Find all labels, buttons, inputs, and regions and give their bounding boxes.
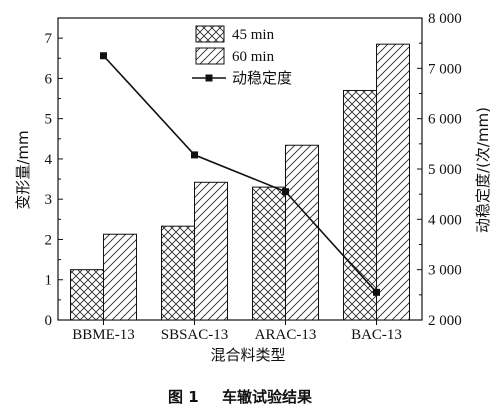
x-axis-title: 混合料类型 <box>210 346 285 364</box>
x-axis-ticks: BBME-13 SBSAC-13 ARAC-13 BAC-13 <box>72 320 402 343</box>
legend: 45 min 60 min 动稳定度 <box>192 25 292 87</box>
y2-tick-label: 5 000 <box>428 162 462 178</box>
caption-text: 车辙试验结果 <box>222 388 313 406</box>
y2-tick-label: 8 000 <box>428 11 462 27</box>
bars-group <box>70 43 410 321</box>
y2-tick-label: 3 000 <box>428 263 462 279</box>
y-tick-label: 0 <box>45 313 53 329</box>
stability-marker-bbme-13 <box>100 52 107 60</box>
y-tick-label: 2 <box>45 232 53 248</box>
x-tick-label-arac-13: ARAC-13 <box>255 327 317 343</box>
bar-60min-sbsac-13 <box>194 181 228 321</box>
legend-line-marker <box>205 74 213 82</box>
legend-label-stability: 动稳定度 <box>232 69 292 87</box>
figure-caption: 图 1 车辙试验结果 <box>168 388 313 406</box>
y2-axis-title: 动稳定度/(次/mm) <box>474 107 492 233</box>
legend-swatch-45min <box>195 25 225 43</box>
stability-line-group <box>100 52 380 296</box>
x-tick-label-bac-13: BAC-13 <box>351 327 402 343</box>
legend-label-60min: 60 min <box>232 49 275 65</box>
bar-45min-bac-13 <box>343 89 377 321</box>
legend-swatch-60min <box>195 47 225 65</box>
bar-45min-sbsac-13 <box>161 225 195 321</box>
y-tick-label: 7 <box>45 31 53 47</box>
y2-tick-label: 4 000 <box>428 212 462 228</box>
bar-60min-arac-13 <box>285 144 319 321</box>
stability-marker-arac-13 <box>282 188 289 196</box>
y2-tick-label: 6 000 <box>428 112 462 128</box>
bar-60min-bac-13 <box>376 43 410 321</box>
stability-marker-sbsac-13 <box>191 151 198 159</box>
y-tick-label: 6 <box>45 71 53 87</box>
y-tick-label: 5 <box>45 112 53 128</box>
stability-line <box>102 55 378 293</box>
x-tick-label-sbsac-13: SBSAC-13 <box>161 327 229 343</box>
y-tick-label: 3 <box>45 192 53 208</box>
bar-60min-bbme-13 <box>103 233 137 321</box>
y-axis-title: 变形量/mm <box>14 130 32 209</box>
left-axis-ticks: 0 1 2 3 4 5 6 7 <box>45 17 63 329</box>
legend-label-45min: 45 min <box>232 27 275 43</box>
caption-label: 图 1 <box>168 388 199 406</box>
plot-area: 0 1 2 3 4 5 6 7 2 000 3 000 4 000 5 000 6 000 7 000 8… <box>45 11 462 343</box>
y2-tick-label: 2 000 <box>428 313 462 329</box>
stability-marker-bac-13 <box>373 288 380 296</box>
bar-45min-arac-13 <box>252 186 286 321</box>
x-tick-label-bbme-13: BBME-13 <box>72 327 135 343</box>
right-axis-ticks: 2 000 3 000 4 000 5 000 6 000 7 000 8 000 <box>417 11 462 329</box>
y2-tick-label: 7 000 <box>428 61 462 77</box>
bar-45min-bbme-13 <box>70 269 104 321</box>
y-tick-label: 4 <box>45 152 53 168</box>
y-tick-label: 1 <box>45 273 53 289</box>
